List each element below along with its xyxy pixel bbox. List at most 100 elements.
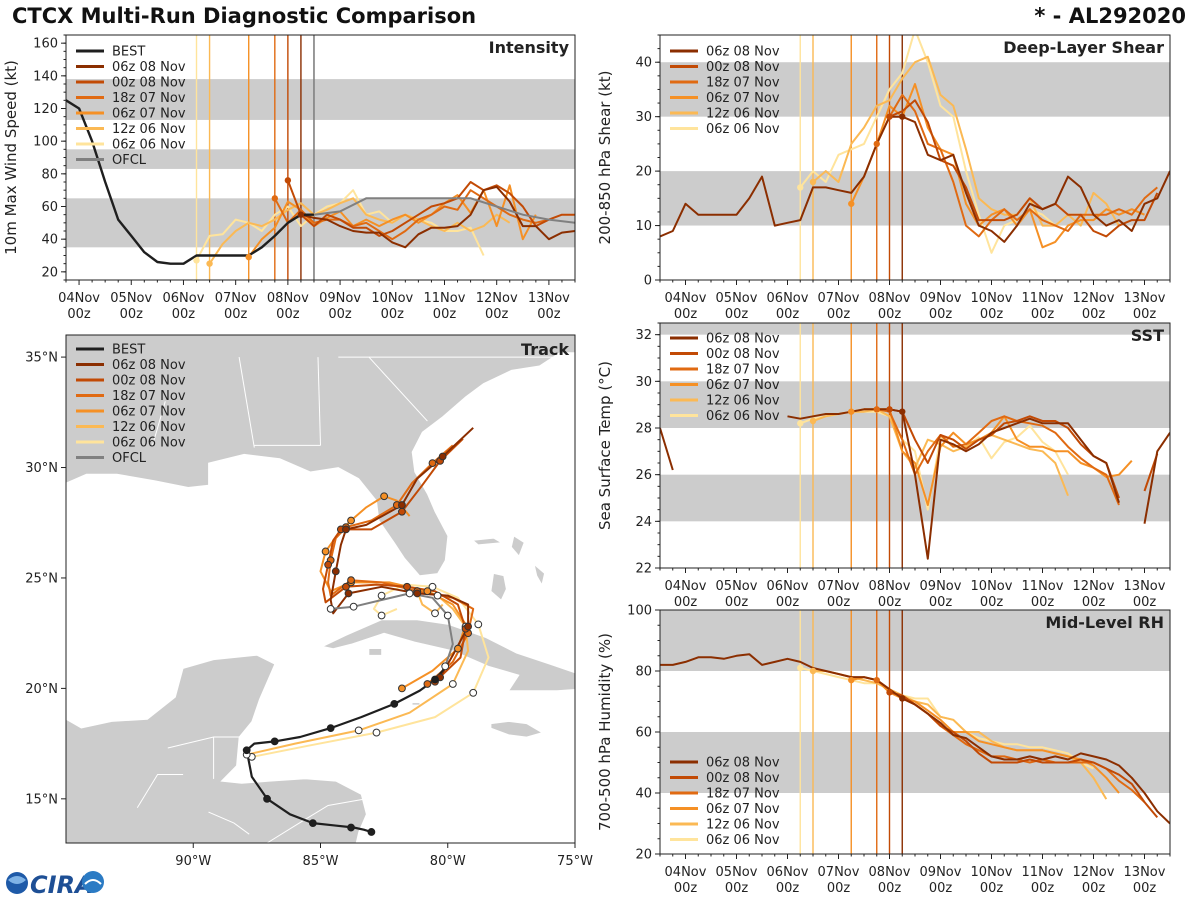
track-point-06z-07-nov xyxy=(454,644,462,653)
series-line-ofcl xyxy=(313,197,575,224)
y-tick-label: 15°N xyxy=(25,792,58,807)
x-tick-label-hour: 00z xyxy=(980,595,1004,610)
init-point-06z-08-nov xyxy=(899,113,906,120)
shaded-band xyxy=(660,323,1170,335)
init-point-18z-07-nov xyxy=(873,406,880,413)
x-tick-label: 12Nov xyxy=(1073,291,1115,306)
x-tick-label: 07Nov xyxy=(818,579,860,594)
land-cayman xyxy=(411,702,421,706)
legend-label: 12z 06 Nov xyxy=(706,394,780,409)
init-point-00z-08-nov xyxy=(284,177,292,184)
border-line xyxy=(317,357,321,446)
intensity-plot-area xyxy=(66,35,575,280)
track-point-00z-08-nov xyxy=(403,582,411,591)
legend-label: 06z 06 Nov xyxy=(706,122,780,137)
x-tick-label-hour: 00z xyxy=(381,307,405,322)
x-tick-label-hour: 00z xyxy=(878,307,902,322)
track-point-06z-06-nov xyxy=(469,688,478,697)
legend-label: BEST xyxy=(112,45,145,60)
series-line-06z-08-nov xyxy=(660,115,1170,243)
init-point-06z-08-nov xyxy=(297,211,305,218)
land-mexico-central-america xyxy=(66,654,367,843)
page-title: CTCX Multi-Run Diagnostic Comparison xyxy=(12,4,477,28)
track-point-06z-06-nov xyxy=(372,728,381,737)
track-point-06z-07-nov xyxy=(423,587,432,596)
track-point-ofcl xyxy=(405,589,414,598)
x-tick-label: 12Nov xyxy=(476,291,518,306)
track-point-06z-06-nov xyxy=(377,611,386,620)
x-tick-label: 08Nov xyxy=(869,865,911,880)
legend-label: 06z 06 Nov xyxy=(112,436,186,451)
track-point-ofcl xyxy=(349,602,358,611)
init-point-12z-06-nov xyxy=(809,667,817,675)
land-cuba xyxy=(321,619,575,691)
x-tick-label-hour: 00z xyxy=(1133,307,1157,322)
legend-label: 18z 07 Nov xyxy=(706,787,780,802)
track-point-06z-07-nov xyxy=(398,684,406,693)
legend-label: 06z 06 Nov xyxy=(706,409,780,424)
y-tick-label: 30 xyxy=(635,375,652,390)
x-tick-label: 07Nov xyxy=(215,291,257,306)
rh-plot-area xyxy=(660,610,1170,854)
series-line-00z-08-nov xyxy=(889,99,1159,238)
x-tick-label-hour: 00z xyxy=(674,307,698,322)
x-tick-label-hour: 00z xyxy=(537,307,561,322)
x-tick-label: 90°W xyxy=(175,854,211,869)
legend-label: 06z 07 Nov xyxy=(706,91,780,106)
init-point-06z-06-nov xyxy=(797,420,804,427)
track-point-ofcl xyxy=(441,662,450,671)
storm-id: * - AL292020 xyxy=(1034,4,1186,28)
sst-plot-area xyxy=(660,323,1170,568)
y-tick-label: 160 xyxy=(33,37,58,52)
x-tick-label-hour: 00z xyxy=(1082,595,1106,610)
x-tick-label-hour: 00z xyxy=(674,595,698,610)
y-tick-label: 22 xyxy=(635,562,652,577)
init-point-06z-06-nov xyxy=(797,664,804,672)
y-tick-label: 30°N xyxy=(25,461,58,476)
x-tick-label: 09Nov xyxy=(319,291,361,306)
track-point-06z-06-nov xyxy=(377,591,386,600)
track-point-best xyxy=(263,794,271,803)
y-tick-label: 100 xyxy=(627,604,652,619)
x-tick-label-hour: 00z xyxy=(276,307,300,322)
shaded-band xyxy=(660,474,1170,522)
shaded-band xyxy=(660,610,1170,671)
legend-label: 00z 08 Nov xyxy=(706,60,780,75)
border-line xyxy=(368,356,428,422)
x-tick-label: 12Nov xyxy=(1073,865,1115,880)
x-tick-label-hour: 00z xyxy=(433,307,457,322)
track-point-12z-06-nov xyxy=(433,591,442,600)
x-tick-label: 04Nov xyxy=(665,291,707,306)
panel-title: SST xyxy=(1131,326,1164,345)
x-tick-label: 05Nov xyxy=(716,291,758,306)
init-point-06z-06-nov xyxy=(193,257,200,264)
x-tick-label-hour: 00z xyxy=(827,881,851,896)
x-tick-label: 10Nov xyxy=(971,291,1013,306)
y-tick-label: 26 xyxy=(635,468,652,483)
track-point-00z-08-nov xyxy=(342,582,350,591)
series-line-06z-08-nov xyxy=(660,408,1170,560)
x-tick-label: 08Nov xyxy=(267,291,309,306)
y-tick-label: 0 xyxy=(644,274,652,289)
shaded-band xyxy=(66,79,575,120)
x-tick-label: 07Nov xyxy=(818,865,860,880)
track-point-06z-07-nov xyxy=(380,492,389,501)
legend-label: 06z 08 Nov xyxy=(706,332,780,347)
x-tick-label: 05Nov xyxy=(110,291,152,306)
logo-emblem-icon xyxy=(82,871,104,893)
track-line-18z-07-nov xyxy=(327,444,475,685)
init-point-00z-08-nov xyxy=(886,689,893,696)
legend-label: 06z 06 Nov xyxy=(112,138,186,153)
x-tick-label-hour: 00z xyxy=(172,307,196,322)
x-tick-label: 13Nov xyxy=(528,291,570,306)
x-tick-label: 11Nov xyxy=(424,291,466,306)
x-tick-label-hour: 00z xyxy=(224,307,248,322)
init-point-12z-06-nov xyxy=(809,178,817,186)
y-tick-label: 60 xyxy=(41,200,58,215)
track-point-best xyxy=(390,699,399,708)
y-tick-label: 35°N xyxy=(25,351,58,366)
legend-label: 18z 07 Nov xyxy=(112,91,186,106)
x-tick-label: 13Nov xyxy=(1124,579,1166,594)
